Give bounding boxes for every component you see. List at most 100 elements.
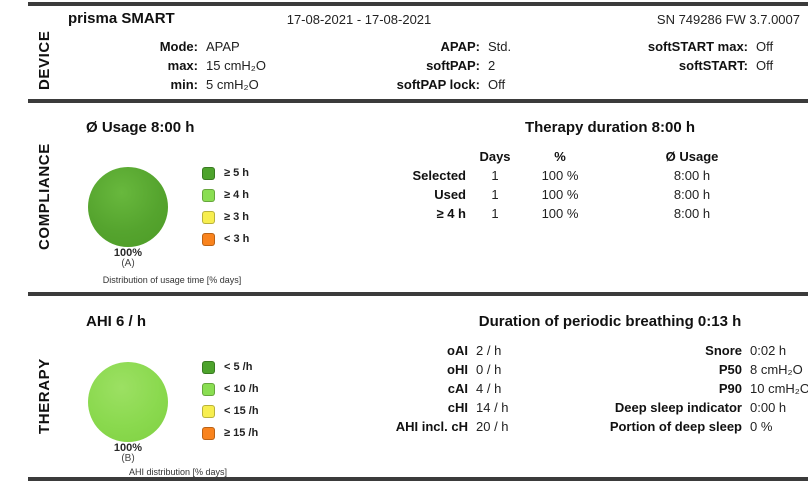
- stat-label: P50: [718, 362, 742, 377]
- legend-color-swatch: [202, 166, 215, 180]
- stat-value: 4 / h: [476, 381, 502, 396]
- param-value: APAP: [206, 39, 240, 54]
- table-header-usage: Ø Usage: [665, 149, 719, 164]
- stat-label: cAI: [447, 381, 468, 396]
- param-value: Off: [756, 39, 774, 54]
- stat-label: oAI: [447, 343, 468, 358]
- usage-heading: Ø Usage 8:00 h: [86, 119, 195, 136]
- param-label: max:: [167, 58, 198, 73]
- stat-value: 8 cmH₂O: [750, 362, 803, 377]
- stat-value: 0:00 h: [750, 400, 787, 415]
- param-label: softSTART max:: [647, 39, 748, 54]
- stat-value: 20 / h: [476, 419, 509, 434]
- legend-item: < 5 /h: [202, 360, 252, 374]
- report-date-range: 17-08-2021 - 17-08-2021: [286, 12, 432, 27]
- legend-item: < 10 /h: [202, 382, 259, 396]
- stat-label: P90: [718, 381, 742, 396]
- stat-value: 14 / h: [476, 400, 509, 415]
- legend-item: ≥ 3 h: [202, 210, 249, 224]
- ahi-pie-caption: AHI distribution [% days]: [128, 467, 228, 477]
- legend-item: < 3 h: [202, 232, 249, 246]
- usage-pie-tag: (A): [121, 258, 135, 269]
- table-row-label: Selected: [412, 168, 466, 183]
- table-row-label: ≥ 4 h: [436, 206, 466, 221]
- section-label-compliance: COMPLIANCE: [36, 143, 53, 250]
- table-cell-pct: 100 %: [541, 168, 579, 183]
- param-label: APAP:: [440, 39, 480, 54]
- ahi-pie-value: 100%: [113, 442, 143, 454]
- param-label: softPAP lock:: [396, 77, 480, 92]
- legend-item: ≥ 5 h: [202, 166, 249, 180]
- therapy-duration-heading: Therapy duration 8:00 h: [524, 119, 696, 136]
- usage-pie-chart: [88, 167, 168, 247]
- ahi-heading: AHI 6 / h: [86, 313, 147, 330]
- param-label: Mode:: [159, 39, 198, 54]
- usage-pie-caption: Distribution of usage time [% days]: [102, 275, 242, 285]
- param-label: softPAP:: [426, 58, 480, 73]
- legend-item: ≥ 4 h: [202, 188, 249, 202]
- device-title: prisma SMART: [68, 10, 175, 27]
- table-cell-days: 1: [491, 206, 499, 221]
- table-cell-usage: 8:00 h: [673, 168, 711, 183]
- legend-label: ≥ 15 /h: [224, 427, 259, 439]
- stat-value: 0:02 h: [750, 343, 787, 358]
- table-cell-pct: 100 %: [541, 187, 579, 202]
- legend-label: ≥ 3 h: [224, 211, 249, 223]
- table-header-pct: %: [554, 149, 566, 164]
- legend-item: ≥ 15 /h: [202, 426, 258, 440]
- compliance-therapy-divider-bar: [28, 292, 808, 296]
- legend-color-swatch: [202, 360, 215, 374]
- stat-value: 0 / h: [476, 362, 502, 377]
- stat-label: Portion of deep sleep: [609, 419, 742, 434]
- usage-pie-value: 100%: [113, 247, 143, 259]
- legend-label: ≥ 5 h: [224, 167, 249, 179]
- stat-label: oHI: [447, 362, 468, 377]
- stat-label: AHI incl. cH: [395, 419, 468, 434]
- legend-color-swatch: [202, 210, 215, 224]
- therapy-duration-table: Days % Ø Usage Selected 1 100 % 8:00 h U…: [404, 147, 788, 223]
- therapy-stats-left: oAI 2 / h oHI 0 / h cAI 4 / h cHI 14 / h…: [340, 341, 509, 436]
- legend-color-swatch: [202, 404, 215, 418]
- param-value: 5 cmH₂O: [206, 77, 259, 92]
- device-params-group-1: Mode: APAP max: 15 cmH₂O min: 5 cmH₂O: [90, 37, 266, 94]
- stat-label: Snore: [705, 343, 742, 358]
- legend-color-swatch: [202, 426, 215, 440]
- legend-label: < 15 /h: [224, 405, 259, 417]
- legend-color-swatch: [202, 232, 215, 246]
- param-value: 15 cmH₂O: [206, 58, 266, 73]
- stat-label: cHI: [447, 400, 468, 415]
- legend-color-swatch: [202, 382, 215, 396]
- serial-firmware: SN 749286 FW 3.7.0007: [656, 12, 800, 27]
- table-header-days: Days: [479, 149, 511, 164]
- param-value: 2: [488, 58, 496, 73]
- table-cell-usage: 8:00 h: [673, 187, 711, 202]
- device-params-group-3: softSTART max: Off softSTART: Off: [580, 37, 773, 75]
- therapy-stats-right: Snore 0:02 h P50 8 cmH₂O P90 10 cmH₂O De…: [560, 341, 808, 436]
- table-cell-pct: 100 %: [541, 206, 579, 221]
- legend-item: < 15 /h: [202, 404, 259, 418]
- stat-value: 10 cmH₂O: [750, 381, 808, 396]
- device-params-group-2: APAP: Std. softPAP: 2 softPAP lock: Off: [330, 37, 511, 94]
- param-value: Off: [756, 58, 774, 73]
- bottom-divider-bar: [28, 477, 808, 481]
- legend-label: < 10 /h: [224, 383, 259, 395]
- ahi-pie-tag: (B): [121, 453, 135, 464]
- ahi-pie-chart: [88, 362, 168, 442]
- legend-color-swatch: [202, 188, 215, 202]
- table-cell-days: 1: [491, 187, 499, 202]
- periodic-breathing-heading: Duration of periodic breathing 0:13 h: [478, 313, 742, 330]
- param-value: Std.: [488, 39, 512, 54]
- legend-label: < 5 /h: [224, 361, 253, 373]
- section-label-therapy: THERAPY: [36, 358, 53, 434]
- stat-value: 2 / h: [476, 343, 502, 358]
- section-label-device: DEVICE: [36, 30, 53, 90]
- param-label: min:: [170, 77, 198, 92]
- stat-value: 0 %: [750, 419, 773, 434]
- param-label: softSTART:: [678, 58, 748, 73]
- device-compliance-divider-bar: [28, 99, 808, 103]
- top-divider-bar: [28, 2, 808, 6]
- legend-label: ≥ 4 h: [224, 189, 249, 201]
- table-cell-usage: 8:00 h: [673, 206, 711, 221]
- table-row-label: Used: [434, 187, 466, 202]
